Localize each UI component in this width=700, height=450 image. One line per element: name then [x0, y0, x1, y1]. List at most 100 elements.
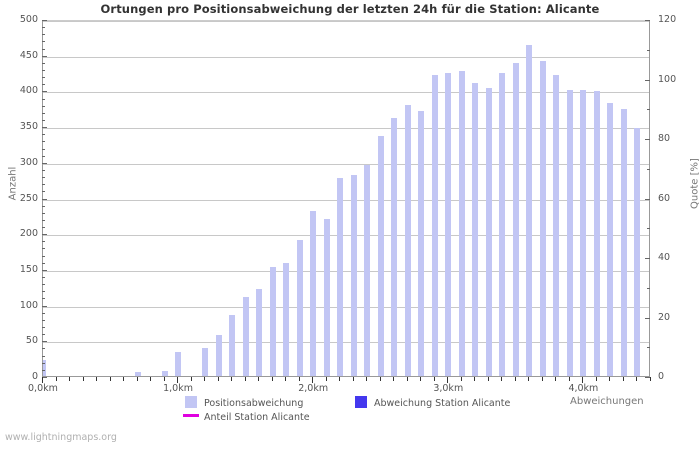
x-axis-minor-tick: [204, 377, 205, 381]
legend-item-abweichung-station: Abweichung Station Alicante: [355, 396, 510, 409]
y-axis-left-minor-tick: [42, 327, 45, 328]
y-axis-left-tick: [42, 377, 47, 378]
y-axis-left-tick-label: 50: [25, 335, 38, 347]
y-axis-left-minor-tick: [42, 177, 45, 178]
y-axis-left-tick-label: 450: [19, 49, 38, 61]
legend-label: Abweichung Station Alicante: [374, 398, 511, 409]
x-axis-title: Abweichungen: [570, 396, 644, 407]
y-axis-left-minor-tick: [42, 49, 45, 50]
gridline: [43, 21, 649, 22]
x-axis-minor-tick: [272, 377, 273, 381]
bar: [43, 360, 46, 376]
y-axis-right-minor-tick: [647, 288, 650, 289]
y-axis-right-tick-label: 100: [658, 73, 677, 85]
y-axis-left-tick-label: 100: [19, 299, 38, 311]
y-axis-left-minor-tick: [42, 284, 45, 285]
legend-label: Positionsabweichung: [204, 398, 304, 409]
bar: [323, 218, 330, 376]
y-axis-left-minor-tick: [42, 227, 45, 228]
bar: [593, 91, 600, 376]
bar: [472, 82, 479, 376]
y-axis-left-minor-tick: [42, 84, 45, 85]
x-axis-minor-tick: [515, 377, 516, 381]
y-axis-left-minor-tick: [42, 291, 45, 292]
y-axis-left-minor-tick: [42, 277, 45, 278]
x-axis-minor-tick: [285, 377, 286, 381]
x-axis-minor-tick: [339, 377, 340, 381]
x-axis-minor-tick: [218, 377, 219, 381]
y-axis-left-tick: [42, 127, 47, 128]
y-axis-left-minor-tick: [42, 241, 45, 242]
y-axis-left-minor-tick: [42, 27, 45, 28]
y-axis-left-tick: [42, 306, 47, 307]
legend-label: Anteil Station Alicante: [204, 412, 310, 423]
x-axis-tick-label: 2,0km: [298, 383, 329, 394]
x-axis-minor-tick: [299, 377, 300, 381]
x-axis-minor-tick: [123, 377, 124, 381]
y-axis-left-tick: [42, 91, 47, 92]
bar: [418, 111, 425, 376]
legend-item-positionsabweichung: Positionsabweichung: [185, 396, 303, 409]
x-axis-minor-tick: [69, 377, 70, 381]
bar: [634, 127, 641, 376]
y-axis-left-minor-tick: [42, 213, 45, 214]
bar: [566, 90, 573, 376]
gridline: [43, 271, 649, 272]
x-axis-minor-tick: [83, 377, 84, 381]
bar: [256, 288, 263, 376]
x-axis-minor-tick: [420, 377, 421, 381]
y-axis-left-tick: [42, 163, 47, 164]
bar: [310, 211, 317, 376]
y-axis-left-minor-tick: [42, 320, 45, 321]
legend-swatch-icon: [185, 396, 197, 408]
x-axis-minor-tick: [326, 377, 327, 381]
gridline: [43, 235, 649, 236]
page-title: Ortungen pro Positionsabweichung der let…: [100, 2, 600, 16]
y-axis-left-minor-tick: [42, 248, 45, 249]
bar: [296, 239, 303, 376]
y-axis-right-tick-label: 60: [658, 192, 671, 204]
y-axis-right-minor-tick: [647, 228, 650, 229]
x-axis-minor-tick: [609, 377, 610, 381]
legend-item-anteil-station: Anteil Station Alicante: [183, 412, 310, 423]
y-axis-left-minor-tick: [42, 334, 45, 335]
x-axis-minor-tick: [96, 377, 97, 381]
x-axis-major-tick: [42, 377, 43, 383]
y-axis-left-minor-tick: [42, 298, 45, 299]
x-axis-minor-tick: [569, 377, 570, 381]
bar: [485, 88, 492, 376]
y-axis-left-tick: [42, 234, 47, 235]
bar: [242, 296, 249, 376]
bar: [215, 335, 222, 376]
y-axis-left-minor-tick: [42, 348, 45, 349]
bar: [539, 61, 546, 376]
x-axis-tick-label: 4,0km: [568, 383, 599, 394]
bar: [229, 314, 236, 376]
x-axis-minor-tick: [56, 377, 57, 381]
y-axis-right-tick-label: 0: [658, 371, 665, 382]
bar: [445, 72, 452, 376]
x-axis-minor-tick: [542, 377, 543, 381]
bar: [431, 75, 438, 376]
x-axis-minor-tick: [623, 377, 624, 381]
gridline: [43, 92, 649, 93]
x-axis-minor-tick: [137, 377, 138, 381]
x-axis-minor-tick: [258, 377, 259, 381]
y-axis-right-tick-label: 120: [658, 14, 677, 25]
bar: [499, 73, 506, 376]
y-axis-left-minor-tick: [42, 263, 45, 264]
bar: [202, 348, 209, 376]
x-axis-minor-tick: [407, 377, 408, 381]
y-axis-right-minor-tick: [647, 169, 650, 170]
y-axis-right-tick: [645, 199, 650, 200]
y-axis-left-tick: [42, 20, 47, 21]
bar: [580, 90, 587, 376]
y-axis-left-tick: [42, 270, 47, 271]
x-axis-minor-tick: [231, 377, 232, 381]
x-axis-tick-label: 1,0km: [163, 383, 193, 394]
gridline: [43, 200, 649, 201]
y-axis-right-tick: [645, 20, 650, 21]
y-axis-left-minor-tick: [42, 170, 45, 171]
y-axis-right-minor-tick: [647, 109, 650, 110]
x-axis-minor-tick: [555, 377, 556, 381]
